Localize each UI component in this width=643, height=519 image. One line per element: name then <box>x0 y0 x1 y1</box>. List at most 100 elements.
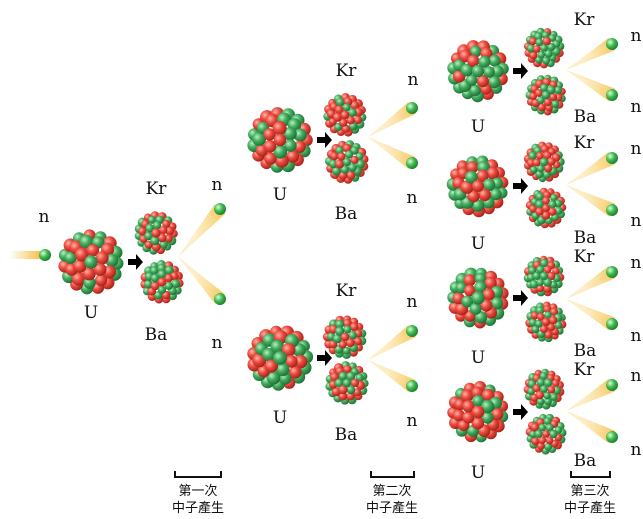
neutron-particle <box>335 326 345 336</box>
proton-particle <box>545 436 554 445</box>
neutron-particle <box>529 165 538 174</box>
neutron-particle <box>481 400 495 414</box>
neutron-trail <box>566 37 616 70</box>
stage-label-line2: 中子產生 <box>564 500 616 516</box>
krypton-label: Kr <box>336 61 358 81</box>
neutron-particle <box>539 372 548 381</box>
proton-particle <box>345 338 355 348</box>
neutron-particle <box>551 100 560 108</box>
released-neutron <box>606 431 618 443</box>
neutron-particle <box>491 65 504 78</box>
fission-arrow <box>513 404 528 420</box>
neutron-particle <box>471 64 485 78</box>
neutron-particle <box>536 164 545 173</box>
krypton-nucleus <box>523 27 565 69</box>
neutron-particle <box>549 429 558 439</box>
uranium-label: U <box>84 303 98 323</box>
neutron-particle <box>64 251 77 264</box>
proton-particle <box>529 37 537 46</box>
neutron-trail <box>566 70 616 102</box>
neutron-particle <box>465 170 478 184</box>
neutron-particle <box>548 200 557 209</box>
neutron-label: n <box>631 253 642 273</box>
proton-particle <box>338 385 348 395</box>
neutron-label: n <box>212 175 223 195</box>
barium-label: Ba <box>335 204 358 224</box>
proton-particle <box>73 259 87 273</box>
neutron-particle <box>534 429 543 438</box>
neutron-particle <box>536 378 546 387</box>
proton-particle <box>159 226 168 235</box>
proton-particle <box>529 92 538 100</box>
neutron-particle <box>283 127 297 141</box>
proton-particle <box>535 207 544 216</box>
barium-label: Ba <box>574 228 597 248</box>
proton-particle <box>530 311 539 320</box>
barium-nucleus <box>525 187 567 229</box>
neutron-particle <box>487 75 501 89</box>
proton-particle <box>532 384 541 393</box>
proton-particle <box>484 276 497 290</box>
neutron-particle <box>159 240 168 249</box>
neutron-particle <box>482 178 496 192</box>
nuclei <box>58 27 567 455</box>
proton-particle <box>543 265 552 274</box>
proton-particle <box>340 332 350 342</box>
proton-particle <box>467 54 480 67</box>
released-neutron <box>606 38 618 50</box>
neutron-label: n <box>631 326 642 346</box>
neutron-particle <box>270 339 284 354</box>
uranium-nucleus <box>247 107 313 173</box>
krypton-nucleus <box>523 141 565 183</box>
neutron-label: n <box>408 70 419 90</box>
proton-particle <box>540 325 548 333</box>
krypton-label: Kr <box>574 10 596 30</box>
proton-particle <box>460 180 474 194</box>
neutron-trail <box>566 266 616 299</box>
neutron-particle <box>542 170 551 179</box>
neutron-trail <box>368 102 416 137</box>
krypton-label: Kr <box>574 360 596 380</box>
proton-particle <box>281 343 296 357</box>
neutron-particle <box>528 266 537 275</box>
proton-particle <box>547 272 556 281</box>
uranium-nucleus <box>447 40 509 103</box>
proton-particle <box>482 288 495 301</box>
neutron-label: n <box>39 207 50 227</box>
neutron-particle <box>348 331 357 340</box>
proton-particle <box>538 436 547 445</box>
neutron-particle <box>273 351 287 365</box>
neutron-particle <box>536 397 545 406</box>
released-neutron <box>606 152 618 164</box>
neutron-particle <box>536 278 545 287</box>
proton-particle <box>289 365 302 379</box>
proton-particle <box>350 100 360 110</box>
bracket-line <box>370 471 415 478</box>
proton-particle <box>548 207 557 216</box>
proton-particle <box>535 89 543 97</box>
neutron-particle <box>469 45 482 58</box>
neutron-label: n <box>631 211 642 231</box>
uranium-label: U <box>273 408 287 428</box>
proton-particle <box>476 169 489 182</box>
neutron-particle <box>284 139 297 152</box>
proton-particle <box>547 323 556 332</box>
proton-particle <box>543 98 552 107</box>
neutron-trail <box>368 360 416 392</box>
neutron-particle <box>292 343 306 357</box>
stage-label-line1: 第一次 <box>178 483 217 499</box>
neutron-particle <box>275 362 290 377</box>
neutron-label: n <box>631 440 642 460</box>
stage-label-line1: 第二次 <box>372 483 411 499</box>
neutron-trail <box>566 411 616 444</box>
neutron-particle <box>540 385 548 393</box>
fission-arrow <box>513 178 528 194</box>
proton-particle <box>548 316 558 325</box>
krypton-nucleus <box>322 315 367 359</box>
neutron-particle <box>273 144 288 159</box>
neutron-particle <box>157 269 167 279</box>
proton-particle <box>157 233 167 243</box>
neutron-particle <box>469 84 481 97</box>
proton-particle <box>95 274 108 287</box>
